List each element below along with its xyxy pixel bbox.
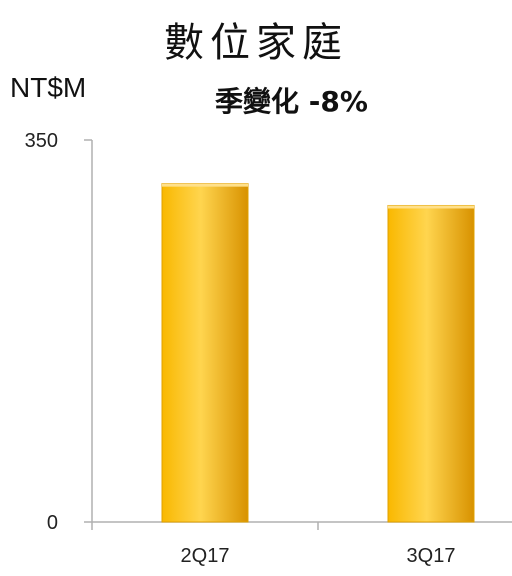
bar-3Q17	[387, 204, 475, 523]
y-axis-unit-label: NT$M	[10, 72, 87, 103]
bar-top-highlight	[162, 183, 248, 187]
chart-subtitle: 季變化 -8%	[215, 85, 368, 118]
bar-top-highlight	[388, 205, 474, 209]
bar-2Q17	[161, 183, 249, 523]
chart-title: 數位家庭	[164, 20, 348, 66]
x-tick-label: 3Q17	[407, 545, 456, 567]
y-tick-label: 0	[47, 512, 58, 534]
x-tick-label: 2Q17	[181, 545, 230, 567]
y-tick-label: 350	[25, 130, 58, 152]
